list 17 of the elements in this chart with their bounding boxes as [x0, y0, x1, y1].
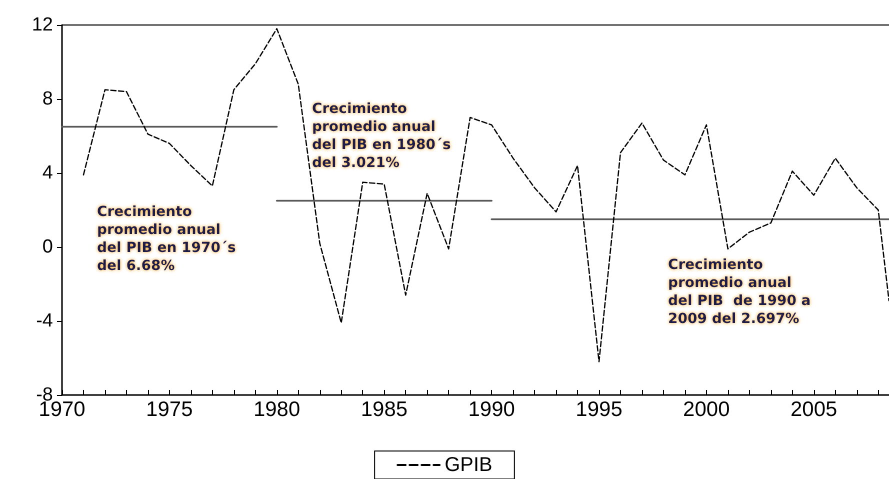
- y-tick-label: 12: [32, 14, 53, 36]
- y-tick-label: 4: [42, 162, 54, 184]
- y-tick-label: 8: [42, 88, 53, 110]
- y-tick-label: -4: [36, 310, 54, 332]
- line-series: [82, 28, 889, 362]
- annotation: Crecimiento promedio anual del PIB en 1980´s del 3.021%: [312, 101, 451, 171]
- annotation: Crecimiento promedio anual del PIB en 1970´s del 6.68%: [97, 204, 236, 274]
- annotation: Crecimiento promedio anual del PIB de 1990 a 2009 del 2.697%: [668, 257, 811, 327]
- x-tick-label: 1995: [576, 398, 622, 421]
- x-tick-label: 1980: [253, 398, 300, 421]
- legend-label: GPIB: [444, 454, 492, 476]
- y-tick-label: 0: [42, 236, 53, 258]
- x-tick-label: 2005: [790, 398, 838, 421]
- x-tick-label: 1975: [146, 398, 193, 421]
- x-tick-label: 1990: [468, 398, 515, 421]
- x-tick-label: 2000: [683, 398, 730, 421]
- x-tick-label: 1985: [360, 398, 408, 421]
